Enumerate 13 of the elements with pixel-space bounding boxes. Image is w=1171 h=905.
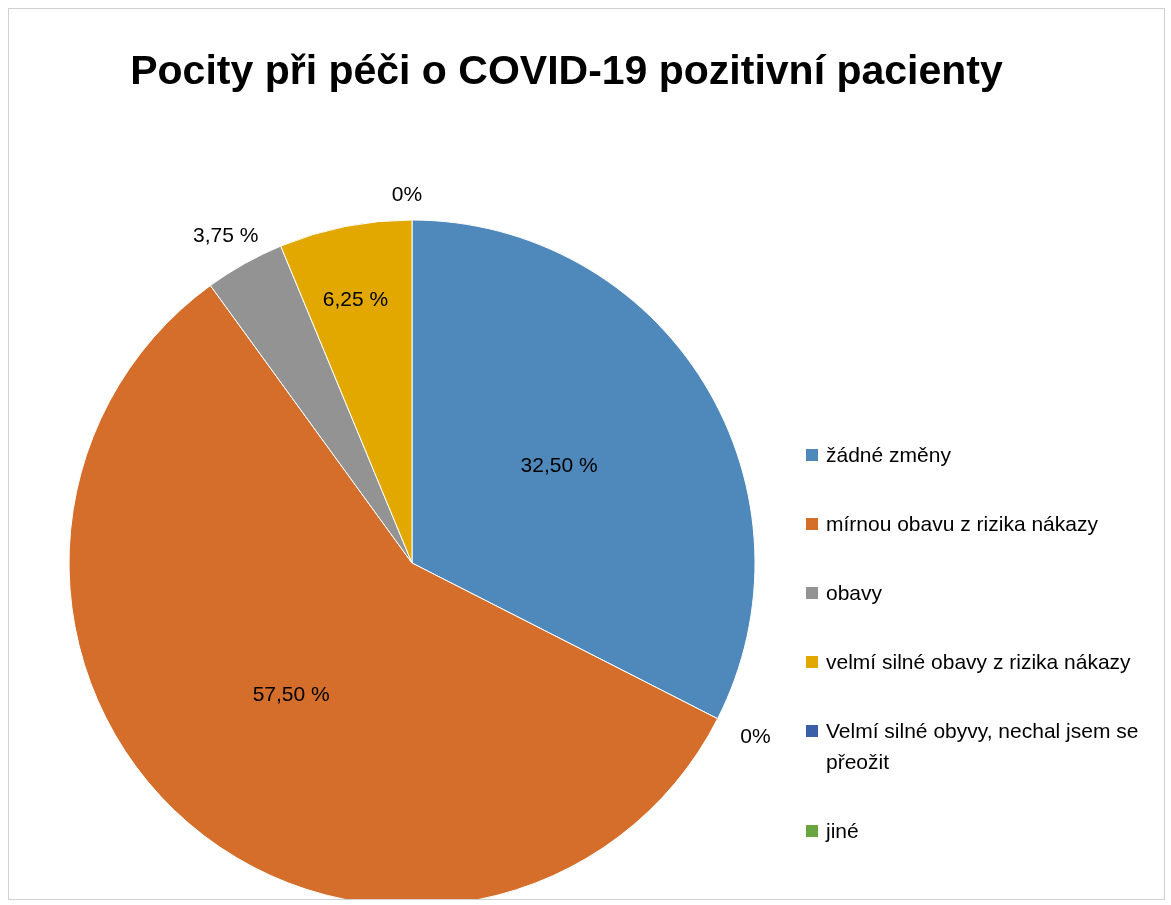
legend-label: mírnou obavu z rizika nákazy [826, 511, 1098, 537]
data-label: 6,25 % [322, 287, 389, 311]
legend-label: Velmí silné obyvy, nechal jsem se přeožit [826, 718, 1140, 775]
legend-label: velmí silné obavy z rizika nákazy [826, 649, 1131, 675]
legend-label: žádné změny [826, 442, 951, 468]
legend-label: obavy [826, 580, 883, 606]
legend-label: jiné [826, 818, 859, 844]
data-label: 3,75 % [193, 222, 259, 246]
text: 0% [740, 724, 771, 748]
data-label: 32,50 % [520, 453, 598, 477]
text: 0% [391, 181, 423, 205]
data-label: 57,50 % [252, 682, 330, 706]
chart-title: Pocity při péči o COVID-19 pozitivní pacienty [129, 47, 1004, 94]
